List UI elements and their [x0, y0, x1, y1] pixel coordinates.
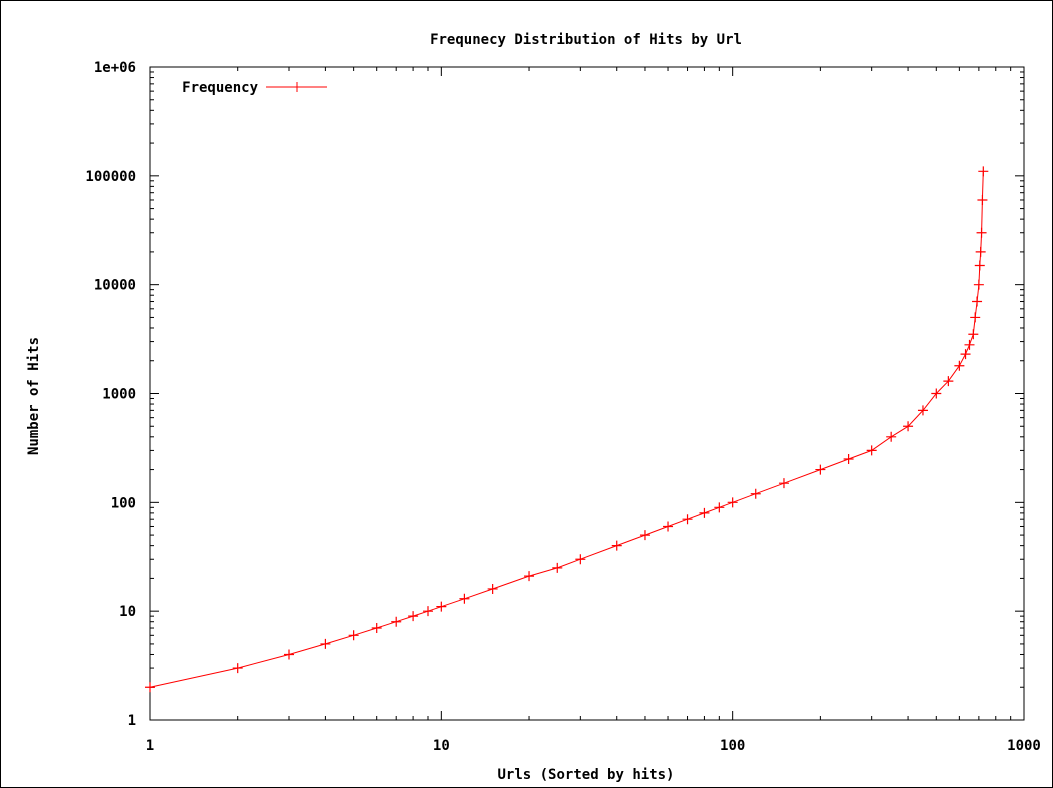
- data-point: [866, 445, 877, 456]
- data-point: [931, 388, 942, 399]
- data-point: [714, 502, 725, 513]
- data-point: [974, 260, 985, 271]
- data-point: [320, 638, 331, 649]
- y-tick-label: 100000: [85, 169, 136, 185]
- legend: Frequency: [182, 80, 327, 96]
- data-point: [663, 521, 674, 532]
- data-point: [552, 562, 563, 573]
- data-point: [145, 682, 155, 693]
- y-tick-label: 10: [119, 604, 136, 620]
- data-point: [436, 601, 447, 612]
- data-point: [943, 376, 954, 387]
- data-point: [917, 405, 928, 416]
- data-point: [973, 279, 984, 290]
- data-point: [284, 649, 295, 660]
- series-layer: [145, 166, 989, 693]
- chart-title: Frequnecy Distribution of Hits by Url: [430, 32, 742, 48]
- data-point: [408, 611, 419, 622]
- data-point: [639, 530, 650, 541]
- y-tick-label: 1: [128, 713, 136, 729]
- data-point: [972, 296, 983, 307]
- x-axis-label: Urls (Sorted by hits): [497, 767, 674, 783]
- data-point: [348, 630, 359, 641]
- data-point: [699, 507, 710, 518]
- data-point: [778, 478, 789, 489]
- data-point: [964, 339, 975, 350]
- y-tick-label: 100: [111, 495, 136, 511]
- data-point: [524, 571, 535, 582]
- data-point: [975, 246, 986, 257]
- data-point: [727, 497, 738, 508]
- axis-ticks: 1 10 100 1000 1 10 100 1000 10000 100000 1e+06: [85, 60, 1040, 754]
- data-point: [976, 227, 987, 238]
- data-point: [968, 329, 979, 340]
- data-point: [970, 312, 981, 323]
- y-tick-label: 10000: [94, 278, 136, 294]
- data-point: [391, 616, 402, 627]
- y-axis-label: Number of Hits: [26, 337, 42, 455]
- data-point: [903, 421, 914, 432]
- data-point: [954, 360, 965, 371]
- y-tick-label: 1e+06: [94, 60, 136, 76]
- y-tick-label: 1000: [102, 387, 136, 403]
- data-point: [232, 663, 243, 674]
- data-point: [459, 593, 470, 604]
- data-point: [815, 464, 826, 475]
- x-tick-label: 100: [720, 738, 745, 754]
- x-tick-label: 1: [146, 738, 154, 754]
- data-point: [611, 540, 622, 551]
- data-point: [960, 349, 971, 360]
- plot-area: [149, 66, 1025, 721]
- data-point: [487, 583, 498, 594]
- data-point: [750, 488, 761, 499]
- data-point: [575, 554, 586, 565]
- data-point: [886, 431, 897, 442]
- data-point: [977, 194, 988, 205]
- legend-marker: [292, 82, 302, 92]
- data-point: [978, 166, 989, 177]
- data-point: [371, 623, 382, 634]
- x-tick-label: 1000: [1007, 738, 1041, 754]
- data-point: [682, 514, 693, 525]
- data-point: [843, 454, 854, 465]
- data-point: [423, 606, 434, 617]
- series-line: [149, 171, 984, 688]
- x-tick-label: 10: [433, 738, 450, 754]
- legend-label: Frequency: [182, 80, 258, 96]
